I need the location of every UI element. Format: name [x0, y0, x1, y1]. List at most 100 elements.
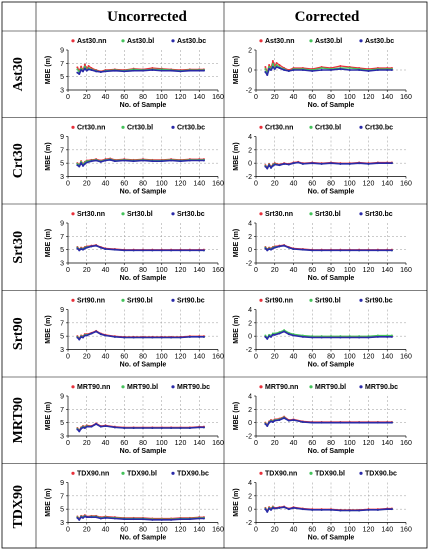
y-tick-label: 3: [60, 261, 64, 268]
data-point: [283, 330, 286, 333]
y-tick-label: 5: [60, 74, 64, 81]
data-point: [339, 68, 342, 70]
data-point: [287, 419, 290, 422]
x-tick-label: 80: [139, 440, 147, 447]
data-point: [99, 425, 102, 428]
data-point: [390, 162, 393, 165]
x-tick-label: 100: [344, 440, 356, 447]
data-point: [179, 518, 182, 521]
data-point: [99, 160, 102, 163]
data-point: [271, 66, 274, 68]
data-point: [90, 516, 93, 519]
data-point: [142, 427, 144, 429]
data-point: [104, 159, 107, 162]
data-point: [301, 162, 304, 165]
data-point: [330, 336, 332, 339]
data-point: [271, 164, 274, 167]
data-point: [78, 165, 81, 168]
data-point: [386, 69, 389, 71]
x-tick-label: 160: [400, 94, 412, 101]
data-point: [198, 249, 201, 252]
data-point: [264, 66, 267, 68]
chart-panel: 0 20 40 60 80 100 120 140 160 3 5 7 9 No. of Sample MB…: [45, 298, 224, 369]
data-point: [170, 159, 173, 162]
y-tick-label: 3: [60, 520, 64, 527]
data-point: [85, 161, 88, 164]
x-tick-label: 40: [290, 181, 298, 188]
data-point: [95, 330, 98, 333]
data-point: [80, 516, 83, 519]
legend-marker: [359, 125, 363, 129]
data-point: [358, 162, 361, 165]
data-point: [170, 69, 173, 72]
x-tick-label: 100: [344, 267, 356, 274]
data-point: [297, 161, 300, 164]
data-point: [273, 507, 276, 510]
x-tick-label: 120: [363, 440, 375, 447]
y-tick-label: 7: [60, 234, 64, 241]
legend-marker: [121, 212, 125, 216]
data-point: [85, 334, 88, 337]
x-tick-label: 0: [66, 527, 70, 534]
y-tick-label: 2: [248, 493, 252, 500]
legend-marker: [259, 39, 263, 43]
y-axis-label: MBE (m): [233, 402, 240, 430]
x-tick-label: 80: [327, 181, 335, 188]
y-tick-label: 7: [60, 493, 64, 500]
legend-label: Srt30.bl: [315, 211, 341, 218]
y-tick-label: 9: [60, 48, 64, 55]
y-tick-label: 5: [60, 420, 64, 427]
data-point: [99, 517, 102, 520]
y-tick-label: 2: [248, 48, 252, 55]
legend-label: MRT90.nn: [265, 384, 298, 391]
x-tick-label: 60: [120, 527, 128, 534]
chart-panel: 0 20 40 60 80 100 120 140 160 3 5 7 9 No. of Sample MB…: [45, 384, 224, 455]
data-point: [179, 249, 182, 252]
x-tick-label: 140: [381, 267, 393, 274]
data-point: [270, 69, 272, 71]
legend-marker: [121, 39, 125, 43]
data-point: [264, 423, 267, 425]
x-tick-label: 160: [400, 267, 412, 274]
data-point: [311, 336, 314, 339]
x-tick-label: 160: [212, 94, 224, 101]
data-point: [90, 69, 93, 71]
data-point: [273, 419, 276, 422]
legend-label: MRT90.bc: [177, 384, 210, 391]
data-point: [339, 162, 342, 165]
data-point: [376, 421, 379, 424]
y-tick-label: 0: [248, 68, 252, 75]
x-tick-label: 20: [83, 181, 91, 188]
data-point: [292, 419, 295, 421]
x-tick-label: 60: [308, 440, 316, 447]
x-axis-label: No. of Sample: [120, 448, 167, 455]
x-tick-label: 80: [327, 354, 335, 361]
legend-label: MRT90.bl: [315, 384, 346, 391]
data-point: [179, 427, 182, 429]
legend-marker: [121, 471, 125, 475]
legend-label: Srt90.bc: [365, 298, 393, 305]
x-tick-label: 100: [156, 94, 168, 101]
x-tick-label: 0: [254, 181, 258, 188]
data-point: [83, 65, 86, 68]
y-tick-label: 0: [248, 161, 252, 168]
y-axis-label: MBE (m): [45, 229, 52, 257]
x-tick-label: 0: [66, 440, 70, 447]
y-tick-label: 5: [60, 334, 64, 341]
x-tick-label: 100: [344, 527, 356, 534]
data-point: [132, 427, 135, 429]
x-tick-label: 60: [120, 354, 128, 361]
data-point: [160, 518, 163, 521]
y-axis-label: MBE (m): [233, 142, 240, 170]
data-point: [266, 167, 269, 170]
data-point: [386, 421, 389, 424]
data-point: [311, 162, 314, 165]
series-line: [264, 63, 392, 74]
data-point: [283, 162, 286, 165]
legend-marker: [259, 385, 263, 389]
legend-marker: [121, 125, 125, 129]
data-point: [287, 333, 290, 336]
data-point: [99, 246, 102, 249]
data-point: [188, 159, 191, 162]
legend-label: MRT90.bl: [127, 384, 158, 391]
